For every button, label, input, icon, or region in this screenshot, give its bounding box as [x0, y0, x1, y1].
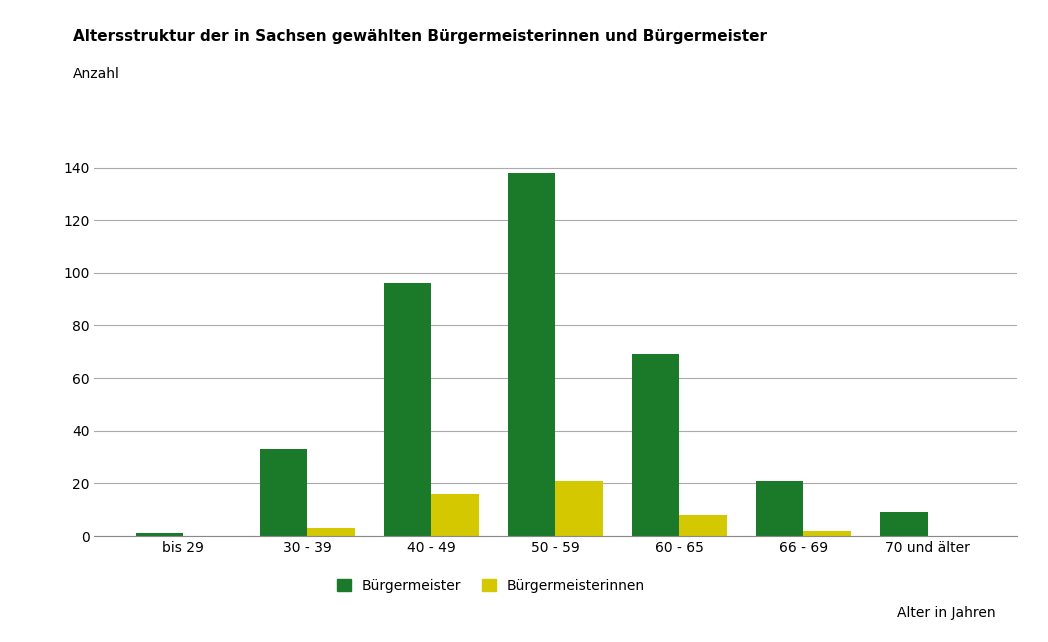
Text: Anzahl: Anzahl — [73, 67, 121, 82]
Bar — [804, 531, 851, 536]
Bar — [508, 173, 555, 536]
Bar — [555, 481, 603, 536]
Bar — [260, 449, 307, 536]
Text: Altersstruktur der in Sachsen gewählten Bürgermeisterinnen und Bürgermeister: Altersstruktur der in Sachsen gewählten … — [73, 29, 767, 44]
Text: Alter in Jahren: Alter in Jahren — [897, 605, 996, 620]
Bar — [136, 534, 183, 536]
Bar — [632, 354, 679, 536]
Bar — [679, 515, 726, 536]
Bar — [880, 512, 927, 536]
Bar — [757, 481, 804, 536]
Bar — [307, 528, 354, 536]
Bar — [385, 283, 432, 536]
Bar — [432, 494, 479, 536]
Legend: Bürgermeister, Bürgermeisterinnen: Bürgermeister, Bürgermeisterinnen — [331, 573, 651, 598]
